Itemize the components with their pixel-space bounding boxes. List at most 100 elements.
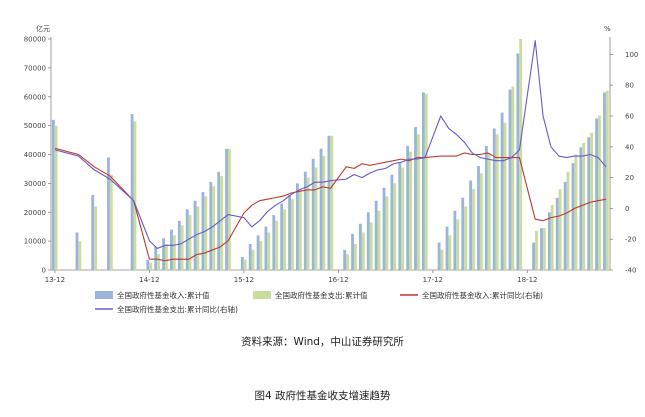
bar-income — [540, 228, 543, 270]
bar-income — [280, 203, 284, 270]
bar-expenditure — [495, 134, 499, 270]
bar-expenditure — [385, 196, 389, 270]
bar-income — [587, 137, 591, 270]
bar-expenditure — [180, 225, 184, 270]
bar-income — [484, 145, 488, 270]
bar-income — [107, 157, 110, 270]
left-tick-label: 40000 — [24, 151, 46, 159]
legend-swatch — [253, 291, 271, 299]
bar-expenditure — [361, 232, 365, 270]
bar-expenditure — [251, 249, 255, 270]
bar-expenditure — [582, 142, 586, 270]
lines-layer — [54, 39, 607, 262]
bar-income — [177, 220, 181, 270]
bar-income — [595, 118, 599, 270]
bar-income — [154, 246, 158, 270]
bar-expenditure — [165, 244, 168, 270]
bar-expenditure — [590, 132, 593, 270]
bar-expenditure — [259, 241, 263, 271]
bar-expenditure — [550, 205, 554, 270]
bar-expenditure — [416, 134, 420, 270]
bar-expenditure — [346, 254, 349, 270]
left-tick-label: 10000 — [24, 238, 46, 246]
bar-expenditure — [424, 93, 428, 270]
x-tick-label: 15-12 — [234, 276, 254, 284]
left-axis-unit: 亿元 — [36, 24, 50, 33]
bar-income — [272, 215, 276, 270]
bar-expenditure — [212, 186, 216, 270]
left-tick-label: 50000 — [24, 122, 46, 130]
bar-expenditure — [487, 153, 491, 270]
bar-expenditure — [220, 176, 223, 270]
bar-expenditure — [369, 222, 373, 270]
bar-expenditure — [535, 231, 538, 270]
bar-expenditure — [188, 215, 192, 270]
legend-label: 全国政府性基金收入:累计值 — [117, 290, 210, 300]
bar-expenditure — [511, 86, 515, 270]
bar-income — [240, 257, 244, 270]
bar-expenditure — [393, 183, 397, 271]
bar-income — [469, 180, 473, 270]
bar-expenditure — [196, 206, 200, 270]
x-tick-label: 17-12 — [423, 276, 443, 284]
right-tick-label: 80 — [625, 82, 634, 90]
bar-expenditure — [54, 125, 58, 271]
bar-income — [390, 174, 394, 270]
bar-income — [532, 242, 536, 270]
right-tick-label: 40 — [625, 143, 634, 151]
figure-caption: 图4 政府性基金收支增速趋势 — [254, 390, 391, 402]
bar-income — [571, 163, 575, 270]
bar-expenditure — [172, 235, 176, 270]
bar-income — [398, 163, 402, 270]
bar-expenditure — [157, 254, 160, 270]
line-expenditure-yoy — [54, 39, 607, 249]
bar-expenditure — [283, 209, 286, 270]
bar-income — [603, 92, 606, 270]
x-tick-label: 13-12 — [45, 276, 65, 284]
legend-label: 全国政府性基金支出:累计同比(右轴) — [117, 304, 238, 314]
bar-income — [437, 242, 441, 270]
legend: 全国政府性基金收入:累计值 全国政府性基金支出:累计值 全国政府性基金收入:累计同比… — [95, 290, 543, 314]
bar-income — [445, 226, 449, 270]
bar-expenditure — [109, 174, 113, 270]
bar-expenditure — [322, 155, 326, 270]
bar-income — [366, 212, 370, 270]
bar-expenditure — [605, 90, 609, 270]
bar-income — [209, 181, 213, 270]
bar-expenditure — [542, 228, 546, 270]
bar-income — [414, 127, 417, 270]
bar-expenditure — [440, 249, 444, 270]
bar-income — [421, 92, 425, 270]
bar-expenditure — [275, 220, 279, 270]
bar-income — [516, 53, 520, 270]
bar-income — [374, 200, 378, 270]
right-tick-label: -20 — [625, 236, 636, 244]
bar-expenditure — [448, 235, 452, 270]
bar-income — [225, 148, 228, 270]
bar-income — [248, 244, 252, 270]
x-tick-label: 16-12 — [328, 276, 348, 284]
bar-expenditure — [78, 241, 82, 271]
bar-income — [327, 135, 331, 270]
bar-income — [492, 128, 496, 270]
bar-income — [359, 223, 362, 270]
bar-income — [51, 119, 55, 270]
bar-income — [563, 181, 567, 270]
source-note: 资料来源：Wind，中山证券研究所 — [241, 336, 404, 348]
bar-income — [351, 233, 354, 270]
left-tick-label: 70000 — [24, 64, 46, 72]
bar-income — [406, 145, 410, 270]
bar-income — [217, 171, 221, 270]
bar-expenditure — [204, 196, 208, 270]
bar-expenditure — [472, 189, 475, 270]
plot-area: 0 10000 20000 30000 40000 50000 60000 70000 8000… — [24, 24, 639, 284]
bar-income — [162, 238, 165, 270]
bar-income — [91, 194, 95, 270]
left-tick-label: 60000 — [24, 93, 46, 101]
bar-expenditure — [401, 167, 405, 270]
bar-income — [461, 197, 465, 270]
right-tick-label: -40 — [625, 267, 636, 275]
right-tick-label: 20 — [625, 174, 634, 182]
bar-expenditure — [227, 148, 231, 270]
bar-income — [555, 197, 559, 270]
